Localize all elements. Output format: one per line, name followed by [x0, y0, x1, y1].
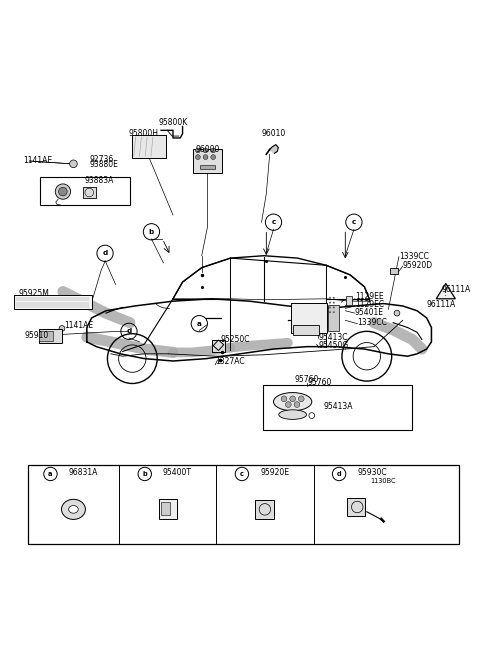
- Circle shape: [329, 307, 331, 309]
- Text: 93883A: 93883A: [84, 176, 114, 185]
- Text: 95413C: 95413C: [319, 333, 348, 341]
- Circle shape: [211, 155, 216, 160]
- Text: 1130BC: 1130BC: [371, 477, 396, 483]
- Bar: [212, 340, 225, 352]
- Circle shape: [55, 184, 71, 199]
- Circle shape: [59, 187, 67, 196]
- Circle shape: [333, 297, 335, 299]
- Bar: [193, 149, 222, 173]
- Text: d: d: [337, 471, 341, 477]
- Text: 1141AE: 1141AE: [24, 157, 53, 166]
- Text: 1141AE: 1141AE: [64, 321, 93, 330]
- Polygon shape: [213, 340, 224, 350]
- Circle shape: [203, 155, 208, 160]
- Circle shape: [195, 155, 200, 160]
- Circle shape: [333, 307, 335, 309]
- Text: 96000: 96000: [195, 145, 220, 154]
- Text: 95920D: 95920D: [403, 261, 433, 270]
- Circle shape: [329, 302, 331, 303]
- Text: 95450G: 95450G: [319, 341, 349, 350]
- Bar: [293, 325, 319, 335]
- Bar: [14, 295, 92, 309]
- Text: 95800K: 95800K: [158, 118, 188, 127]
- Circle shape: [329, 311, 331, 313]
- Bar: [263, 385, 412, 430]
- Text: c: c: [352, 219, 356, 225]
- Text: !: !: [444, 290, 447, 299]
- Circle shape: [59, 326, 65, 331]
- Text: 95910: 95910: [24, 331, 49, 340]
- Bar: [347, 498, 365, 516]
- Text: d: d: [102, 250, 108, 256]
- Bar: [39, 329, 62, 343]
- Text: 96111A: 96111A: [426, 300, 456, 309]
- Ellipse shape: [274, 392, 312, 411]
- Bar: [40, 177, 130, 206]
- Text: 1339CC: 1339CC: [357, 318, 387, 328]
- Bar: [132, 135, 166, 158]
- Ellipse shape: [61, 499, 85, 519]
- Text: 95401E: 95401E: [355, 308, 384, 316]
- Text: 95920E: 95920E: [260, 468, 289, 477]
- Circle shape: [195, 148, 200, 153]
- Bar: [200, 165, 215, 168]
- Text: 95250C: 95250C: [221, 335, 251, 344]
- Bar: [39, 331, 53, 341]
- Text: 96111A: 96111A: [441, 285, 470, 293]
- Text: b: b: [149, 229, 154, 234]
- Bar: [83, 187, 96, 198]
- Circle shape: [299, 396, 304, 402]
- Text: 95925M: 95925M: [19, 289, 50, 297]
- Bar: [255, 500, 275, 519]
- Bar: [161, 502, 169, 515]
- Text: b: b: [143, 471, 147, 477]
- Text: 1339CC: 1339CC: [399, 252, 429, 261]
- Bar: [328, 305, 338, 331]
- Ellipse shape: [279, 410, 307, 419]
- Circle shape: [394, 310, 400, 316]
- Text: 95760: 95760: [295, 375, 319, 384]
- Text: c: c: [240, 471, 244, 477]
- Circle shape: [329, 297, 331, 299]
- Text: 95413A: 95413A: [324, 402, 353, 411]
- Circle shape: [294, 402, 300, 407]
- Ellipse shape: [69, 506, 78, 514]
- Text: 1129EC: 1129EC: [355, 300, 384, 309]
- Text: a: a: [197, 321, 202, 327]
- Text: 1129EE: 1129EE: [355, 292, 384, 301]
- Text: 96010: 96010: [262, 129, 286, 138]
- Text: c: c: [271, 219, 276, 225]
- Bar: [28, 465, 459, 544]
- Text: 95760: 95760: [307, 378, 331, 387]
- Text: a: a: [48, 471, 53, 477]
- Circle shape: [286, 402, 291, 407]
- Circle shape: [211, 148, 216, 153]
- Polygon shape: [270, 145, 278, 153]
- Circle shape: [203, 148, 208, 153]
- Circle shape: [70, 160, 77, 168]
- Text: d: d: [126, 328, 132, 334]
- Text: 93880E: 93880E: [89, 160, 118, 169]
- Polygon shape: [436, 284, 456, 299]
- Bar: [346, 297, 352, 305]
- Text: 95930C: 95930C: [357, 468, 387, 477]
- Circle shape: [333, 311, 335, 313]
- Circle shape: [333, 302, 335, 303]
- Circle shape: [290, 396, 296, 402]
- Text: 95400T: 95400T: [163, 468, 192, 477]
- Text: 92736: 92736: [89, 155, 113, 164]
- Bar: [390, 268, 398, 274]
- Text: 95800H: 95800H: [129, 129, 159, 138]
- Bar: [291, 303, 327, 333]
- Bar: [158, 499, 177, 519]
- Text: 1327AC: 1327AC: [215, 356, 245, 365]
- Text: 96831A: 96831A: [69, 468, 98, 477]
- Circle shape: [281, 396, 287, 402]
